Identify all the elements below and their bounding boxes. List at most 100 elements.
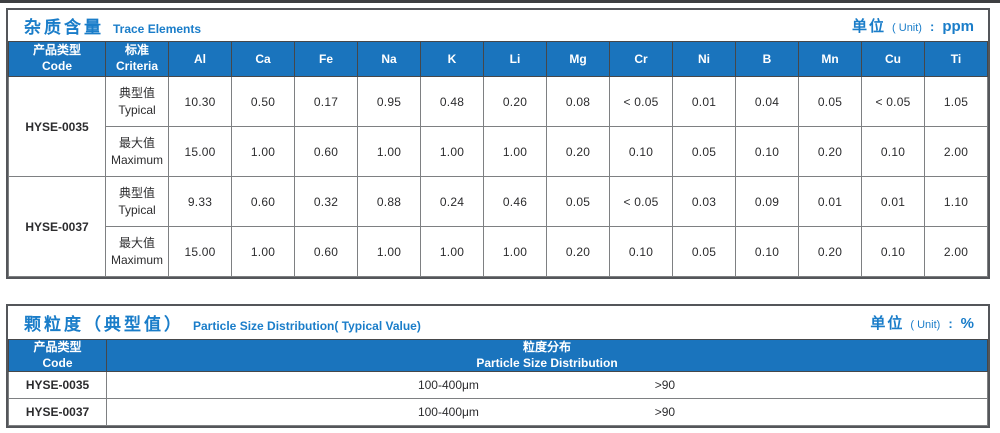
header-cell-code: 产品类型 Code bbox=[8, 41, 106, 77]
trace-elements-table: 产品类型 Code 标准 Criteria Al Ca Fe Na K Li M… bbox=[8, 41, 988, 277]
criteria-zh: 典型值 bbox=[118, 86, 155, 101]
value-cell: 1.00 bbox=[231, 226, 295, 277]
header-cell-distribution: 粒度分布 Particle Size Distribution bbox=[106, 338, 988, 373]
header-code-en: Code bbox=[42, 59, 72, 73]
header-criteria-en: Criteria bbox=[115, 59, 159, 73]
header-cell-element-ca: Ca bbox=[231, 41, 295, 77]
value-cell: 0.46 bbox=[483, 176, 547, 227]
value-cell: 0.08 bbox=[546, 76, 610, 127]
value-cell: 15.00 bbox=[168, 126, 232, 177]
value-cell: 0.10 bbox=[735, 226, 799, 277]
value-cell: 1.00 bbox=[357, 126, 421, 177]
header-cell-element-mn: Mn bbox=[798, 41, 862, 77]
value-cell: 0.05 bbox=[672, 226, 736, 277]
header-cell-element-k: K bbox=[420, 41, 484, 77]
value-cell: 0.01 bbox=[861, 176, 925, 227]
particle-section-title: 颗粒度（典型值） Particle Size Distribution( Typ… bbox=[24, 310, 421, 335]
table-row: 最大值 Maximum 15.00 1.00 0.60 1.00 1.00 1.… bbox=[9, 126, 988, 177]
value-cell: 15.00 bbox=[168, 226, 232, 277]
trace-title-zh: 杂质含量 bbox=[24, 18, 104, 37]
value-cell: 0.05 bbox=[672, 126, 736, 177]
value-cell: 0.01 bbox=[672, 76, 736, 127]
value-cell: 2.00 bbox=[924, 226, 988, 277]
unit-colon: : bbox=[948, 316, 953, 331]
trace-section-header: 杂质含量 Trace Elements 单位 ( Unit) : ppm bbox=[8, 10, 988, 41]
value-cell: 0.05 bbox=[798, 76, 862, 127]
table-row: HYSE-0035 典型值 Typical 10.30 0.50 0.17 0.… bbox=[8, 76, 988, 177]
distribution-cell: 100-400μm >90 bbox=[106, 371, 988, 400]
value-cell: 1.00 bbox=[231, 126, 295, 177]
header-cell-element-cu: Cu bbox=[861, 41, 925, 77]
value-cell: 1.10 bbox=[924, 176, 988, 227]
value-cell: 0.88 bbox=[357, 176, 421, 227]
value-cell: 0.20 bbox=[483, 76, 547, 127]
trace-unit: 单位 ( Unit) : ppm bbox=[852, 15, 974, 36]
value-cell: 0.10 bbox=[861, 126, 925, 177]
header-cell-element-b: B bbox=[735, 41, 799, 77]
value-cell: 1.00 bbox=[420, 126, 484, 177]
size-percent: >90 bbox=[654, 405, 676, 420]
value-cell: 1.00 bbox=[420, 226, 484, 277]
value-cell: 0.32 bbox=[294, 176, 358, 227]
trace-section-title: 杂质含量 Trace Elements bbox=[24, 13, 201, 38]
particle-size-section: 颗粒度（典型值） Particle Size Distribution( Typ… bbox=[6, 304, 990, 429]
particle-section-header: 颗粒度（典型值） Particle Size Distribution( Typ… bbox=[8, 306, 988, 339]
particle-size-table: 产品类型 Code 粒度分布 Particle Size Distributio… bbox=[8, 338, 988, 427]
size-range: 100-400μm bbox=[417, 405, 479, 420]
product-code-cell: HYSE-0035 bbox=[8, 76, 106, 177]
criteria-cell: 最大值 Maximum bbox=[105, 126, 169, 177]
particle-title-en: Particle Size Distribution( Typical Valu… bbox=[193, 319, 421, 333]
particle-header-row: 产品类型 Code 粒度分布 Particle Size Distributio… bbox=[8, 338, 988, 373]
value-cell: < 0.05 bbox=[861, 76, 925, 127]
criteria-zh: 典型值 bbox=[118, 186, 155, 201]
unit-value: % bbox=[960, 315, 974, 332]
value-cell: 0.50 bbox=[231, 76, 295, 127]
criteria-en: Typical bbox=[118, 202, 156, 217]
top-border-line bbox=[0, 0, 1000, 3]
value-cell: 9.33 bbox=[168, 176, 232, 227]
value-cell: 0.60 bbox=[231, 176, 295, 227]
value-cell: 0.05 bbox=[546, 176, 610, 227]
product-code-cell: HYSE-0037 bbox=[8, 176, 106, 277]
distribution-cell: 100-400μm >90 bbox=[106, 398, 988, 427]
criteria-cell: 典型值 Typical bbox=[105, 176, 169, 227]
value-cell: 0.17 bbox=[294, 76, 358, 127]
value-cell: 0.24 bbox=[420, 176, 484, 227]
value-cell: 0.03 bbox=[672, 176, 736, 227]
header-cell-element-na: Na bbox=[357, 41, 421, 77]
table-row: HYSE-0037 典型值 Typical 9.33 0.60 0.32 0.8… bbox=[8, 176, 988, 277]
value-cell: 0.60 bbox=[294, 226, 358, 277]
value-cell: 1.00 bbox=[483, 226, 547, 277]
value-cell: 0.20 bbox=[798, 226, 862, 277]
header-cell-element-mg: Mg bbox=[546, 41, 610, 77]
value-cell: < 0.05 bbox=[609, 76, 673, 127]
table-row: 最大值 Maximum 15.00 1.00 0.60 1.00 1.00 1.… bbox=[9, 226, 988, 277]
header-cell-element-ni: Ni bbox=[672, 41, 736, 77]
value-cell: 2.00 bbox=[924, 126, 988, 177]
unit-colon: : bbox=[929, 19, 935, 34]
value-cell: 1.00 bbox=[483, 126, 547, 177]
value-cell: 1.00 bbox=[357, 226, 421, 277]
header-cell-element-ti: Ti bbox=[924, 41, 988, 77]
value-cell: 0.20 bbox=[798, 126, 862, 177]
header-code-zh: 产品类型 bbox=[33, 340, 82, 354]
value-cell: 0.10 bbox=[609, 126, 673, 177]
header-code-en: Code bbox=[42, 355, 73, 370]
criteria-zh: 最大值 bbox=[118, 136, 155, 151]
unit-value: ppm bbox=[942, 18, 974, 35]
criteria-zh: 最大值 bbox=[118, 236, 155, 251]
unit-paren: ( Unit) bbox=[910, 319, 941, 331]
value-cell: 0.10 bbox=[609, 226, 673, 277]
particle-unit: 单位 ( Unit) : % bbox=[870, 312, 974, 333]
criteria-en: Maximum bbox=[110, 252, 163, 267]
value-cell: 0.95 bbox=[357, 76, 421, 127]
header-cell-element-fe: Fe bbox=[294, 41, 358, 77]
unit-label: 单位 bbox=[870, 315, 905, 332]
value-cell: 0.10 bbox=[861, 226, 925, 277]
header-cell-criteria: 标准 Criteria bbox=[105, 41, 169, 77]
value-cell: 1.05 bbox=[924, 76, 988, 127]
value-cell: 0.20 bbox=[546, 226, 610, 277]
header-distribution-en: Particle Size Distribution bbox=[476, 355, 618, 370]
value-cell: 10.30 bbox=[168, 76, 232, 127]
unit-label: 单位 bbox=[852, 18, 887, 35]
